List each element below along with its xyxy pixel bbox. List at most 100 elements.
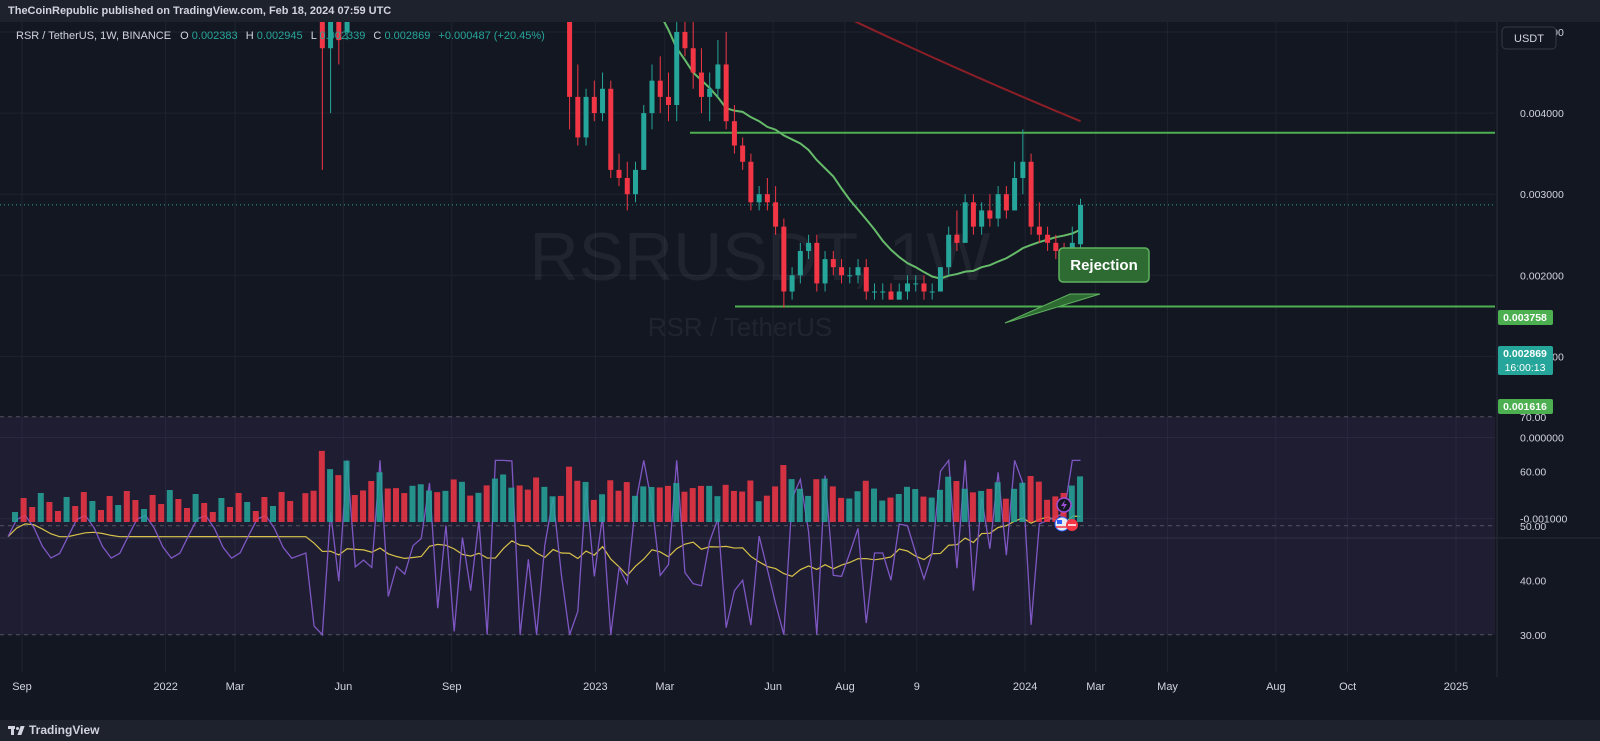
volume-bar bbox=[541, 486, 548, 522]
rejection-callout[interactable]: Rejection bbox=[1004, 247, 1150, 324]
volume-bar bbox=[425, 490, 432, 522]
volume-bar bbox=[235, 493, 242, 522]
volume-bar bbox=[1077, 476, 1084, 522]
candle-body bbox=[583, 96, 589, 138]
volume-bar bbox=[351, 495, 358, 522]
volume-bar bbox=[549, 496, 556, 522]
time-tick-label: Sep bbox=[442, 681, 462, 693]
ma-red-line bbox=[854, 22, 1081, 123]
lightning-icon[interactable] bbox=[1056, 497, 1072, 513]
volume-bar bbox=[475, 492, 482, 522]
volume-bar bbox=[115, 505, 122, 522]
volume-bar bbox=[763, 495, 770, 522]
volume-bar bbox=[788, 479, 795, 522]
volume-bar bbox=[278, 492, 285, 522]
bar-countdown: 16:00:13 bbox=[1505, 362, 1546, 374]
volume-bar bbox=[912, 489, 919, 522]
candle-body bbox=[814, 242, 820, 284]
volume-bar bbox=[218, 498, 225, 522]
candle-body bbox=[616, 169, 622, 178]
candle-body bbox=[731, 121, 737, 146]
volume-bar bbox=[772, 486, 779, 522]
support-price: 0.001616 bbox=[1503, 401, 1547, 413]
candle-body bbox=[1053, 242, 1059, 251]
legend-pair: RSR / TetherUS, 1W, BINANCE bbox=[16, 30, 171, 42]
candle-body bbox=[575, 96, 581, 138]
volume-bar bbox=[12, 512, 18, 522]
price-tick-label: 0.004000 bbox=[1520, 108, 1564, 120]
watermark-symbol: RSRUSDT, 1W bbox=[530, 219, 991, 295]
volume-bar bbox=[409, 485, 416, 522]
volume-bar bbox=[508, 487, 515, 522]
volume-bar bbox=[132, 500, 139, 522]
candle-body bbox=[657, 80, 663, 97]
time-tick-label: Jun bbox=[335, 681, 353, 693]
volume-bar bbox=[714, 496, 721, 522]
legend-low-value: 0.002339 bbox=[319, 30, 365, 42]
volume-bar bbox=[821, 478, 828, 522]
candles bbox=[319, 22, 1084, 308]
candle-body bbox=[1020, 161, 1026, 178]
volume-bar bbox=[706, 485, 713, 522]
currency-button[interactable]: USDT bbox=[1501, 26, 1557, 50]
volume-bar bbox=[20, 498, 27, 522]
candle-body bbox=[830, 259, 836, 268]
volume-bar bbox=[175, 499, 182, 522]
candle-body bbox=[624, 177, 630, 195]
candle-body bbox=[789, 275, 795, 292]
candle-body bbox=[954, 234, 960, 243]
event-flag-icon[interactable] bbox=[1066, 519, 1078, 531]
volume-bar bbox=[1035, 481, 1042, 522]
volume-bar bbox=[953, 481, 960, 522]
candle-body bbox=[723, 64, 729, 122]
volume-bar bbox=[582, 481, 589, 522]
volume-bar bbox=[879, 500, 886, 522]
volume-bar bbox=[673, 483, 680, 522]
volume-bar bbox=[681, 491, 688, 522]
candle-body bbox=[674, 32, 680, 105]
time-tick-label: Mar bbox=[226, 681, 245, 693]
publish-info: TheCoinRepublic published on TradingView… bbox=[8, 5, 392, 17]
volume-bar bbox=[928, 497, 935, 522]
price-tick-label: 0.003000 bbox=[1520, 189, 1564, 201]
volume-bar bbox=[343, 460, 350, 522]
publish-header: TheCoinRepublic published on TradingView… bbox=[0, 0, 1600, 22]
volume-bar bbox=[261, 497, 268, 522]
volume-bar bbox=[201, 503, 208, 522]
legend-close-label: C bbox=[373, 30, 381, 42]
candle-body bbox=[764, 194, 770, 203]
volume-bar bbox=[780, 465, 787, 522]
volume-bar bbox=[72, 506, 79, 522]
candle-body bbox=[319, 22, 325, 49]
legend-low-label: L bbox=[311, 30, 317, 42]
us-flag-icon[interactable] bbox=[1054, 516, 1070, 532]
grid-lines bbox=[0, 22, 1498, 677]
volume-bar bbox=[986, 488, 993, 522]
volume-bar bbox=[961, 488, 968, 522]
legend-change: +0.000487 (+20.45%) bbox=[438, 30, 544, 42]
candle-body bbox=[946, 234, 952, 268]
tradingview-logo[interactable]: TradingView bbox=[8, 723, 99, 737]
candle-body bbox=[921, 283, 927, 292]
volume-bar bbox=[46, 502, 53, 522]
volume-bar bbox=[805, 495, 812, 522]
volume-bar bbox=[327, 469, 334, 522]
price-chart[interactable]: RSRUSDT, 1W RSR / TetherUS 70.00 60.00 50.… bbox=[0, 22, 1600, 720]
price-tick-label: 0.000000 bbox=[1520, 433, 1564, 445]
volume-bar bbox=[574, 480, 581, 522]
price-tick-label: -0.001000 bbox=[1520, 514, 1567, 526]
volume-bar bbox=[227, 507, 233, 522]
candle-body bbox=[773, 202, 779, 227]
candle-body bbox=[979, 210, 985, 227]
rsi-pane: 70.00 60.00 50.00 40.00 30.00 bbox=[0, 412, 1600, 642]
volume-bar bbox=[491, 478, 498, 522]
volume-bar bbox=[1052, 496, 1059, 522]
volume-bar bbox=[1027, 476, 1034, 522]
candle-body bbox=[913, 283, 919, 285]
candle-body bbox=[847, 275, 853, 277]
currency-label: USDT bbox=[1514, 33, 1544, 45]
candle-body bbox=[665, 96, 671, 105]
candle-body bbox=[633, 169, 639, 195]
time-axis: Sep 2022 Mar Jun Sep 2023 Mar Jun Aug 9 2024 Mar May… bbox=[12, 681, 1468, 693]
volume-bar bbox=[401, 493, 408, 522]
